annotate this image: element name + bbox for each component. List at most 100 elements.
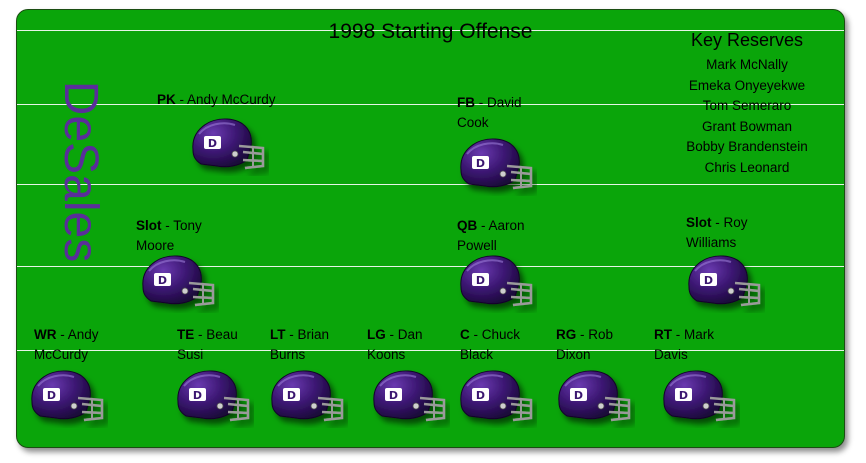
position-abbrev: TE <box>177 327 195 342</box>
player-name: Koons <box>367 347 406 362</box>
helmet-icon: D <box>455 368 537 428</box>
label-separator: - <box>711 215 724 230</box>
helmet-icon: D <box>455 253 537 313</box>
svg-text:D: D <box>704 274 713 287</box>
player-label: Slot - Tony Moore <box>136 216 256 256</box>
label-separator: - <box>469 327 482 342</box>
svg-text:D: D <box>574 389 583 402</box>
player-label: PK - Andy McCurdy <box>157 90 277 110</box>
label-separator: - <box>576 327 589 342</box>
position-abbrev: Slot <box>686 215 712 230</box>
player-name: Brian <box>297 327 330 342</box>
player-name: Cook <box>457 115 489 130</box>
player-name: Dixon <box>556 347 591 362</box>
player-name: McCurdy <box>34 347 89 362</box>
reserve-name: Grant Bowman <box>701 118 793 134</box>
player-name: Tony <box>173 218 202 233</box>
yard-line <box>17 184 844 185</box>
svg-text:D: D <box>287 389 296 402</box>
player-name: Mark <box>684 327 714 342</box>
player-label: FB - David Cook <box>457 93 577 133</box>
player-name: Andy <box>67 327 99 342</box>
svg-text:D: D <box>679 389 688 402</box>
player-name: Roy <box>723 215 748 230</box>
label-separator: - <box>672 327 684 342</box>
helmet-icon: D <box>26 368 108 428</box>
team-name-text: DeSales <box>54 80 108 262</box>
position-abbrev: LT <box>270 327 286 342</box>
position-abbrev: Slot <box>136 218 162 233</box>
svg-text:D: D <box>476 389 485 402</box>
svg-text:D: D <box>47 389 56 402</box>
helmet-icon: D <box>683 253 765 313</box>
svg-text:D: D <box>158 274 167 287</box>
helmet-icon: D <box>455 136 537 196</box>
helmet-icon: D <box>368 368 450 428</box>
player-name: Beau <box>206 327 238 342</box>
player-name: Williams <box>686 235 737 250</box>
player-label: TE - Beau Susi <box>177 325 297 365</box>
helmet-icon: D <box>172 368 254 428</box>
label-separator: - <box>175 92 188 107</box>
position-abbrev: RG <box>556 327 577 342</box>
position-abbrev: LG <box>367 327 386 342</box>
position-abbrev: RT <box>654 327 672 342</box>
page-title: 1998 Starting Offense <box>328 20 533 43</box>
player-label: QB - Aaron Powell <box>457 216 577 256</box>
yard-line <box>17 104 844 105</box>
player-name: Powell <box>457 238 497 253</box>
player-name: David <box>487 95 522 110</box>
player-name: Chuck <box>481 327 521 342</box>
reserves-heading: Key Reserves <box>690 30 804 50</box>
label-separator: - <box>385 327 398 342</box>
helmet-icon: D <box>266 368 348 428</box>
player-name: Rob <box>588 327 614 342</box>
player-name: Burns <box>270 347 306 362</box>
reserve-name: Bobby Brandenstein <box>686 139 808 154</box>
helmet-icon: D <box>187 116 269 176</box>
position-abbrev: C <box>460 327 470 342</box>
reserve-name: Mark McNally <box>706 57 788 72</box>
position-abbrev: WR <box>34 327 57 342</box>
team-name: DeSales <box>51 36 111 306</box>
player-name: Susi <box>177 347 204 362</box>
position-abbrev: FB <box>457 95 475 110</box>
football-field: 1998 Starting Offense DeSales Key Reserv… <box>16 9 845 448</box>
svg-text:D: D <box>476 274 485 287</box>
player-name: Andy McCurdy <box>187 92 276 107</box>
player-label: LG - Dan Koons <box>367 325 487 365</box>
svg-text:D: D <box>208 137 217 150</box>
label-separator: - <box>477 218 489 233</box>
reserve-name: Chris Leonard <box>704 159 790 175</box>
player-label: LT - Brian Burns <box>270 325 390 365</box>
label-separator: - <box>161 218 174 233</box>
svg-text:D: D <box>193 389 202 402</box>
reserve-name: Tom Semeraro <box>702 98 792 113</box>
player-name: Black <box>460 347 494 362</box>
player-name: Moore <box>136 238 175 253</box>
player-label: RT - Mark Davis <box>654 325 774 365</box>
yard-line <box>17 350 844 351</box>
player-label: WR - Andy McCurdy <box>34 325 154 365</box>
reserve-name: Emeka Onyeyekwe <box>688 77 806 93</box>
key-reserves: Key Reserves Mark McNally Emeka Onyeyekw… <box>667 30 827 178</box>
player-name: Davis <box>654 347 688 362</box>
helmet-icon: D <box>658 368 740 428</box>
position-abbrev: PK <box>157 92 176 107</box>
label-separator: - <box>194 327 207 342</box>
label-separator: - <box>285 327 298 342</box>
yard-line <box>17 30 844 31</box>
label-separator: - <box>56 327 68 342</box>
label-separator: - <box>475 95 487 110</box>
player-label: Slot - Roy Williams <box>686 213 806 253</box>
player-name: Dan <box>397 327 423 342</box>
player-name: Aaron <box>488 218 525 233</box>
svg-text:D: D <box>389 389 398 402</box>
helmet-icon: D <box>553 368 635 428</box>
helmet-icon: D <box>137 253 219 313</box>
position-abbrev: QB <box>457 218 478 233</box>
player-label: C - Chuck Black <box>460 325 580 365</box>
yard-line <box>17 266 844 267</box>
svg-text:D: D <box>476 157 485 170</box>
player-label: RG - Rob Dixon <box>556 325 676 365</box>
